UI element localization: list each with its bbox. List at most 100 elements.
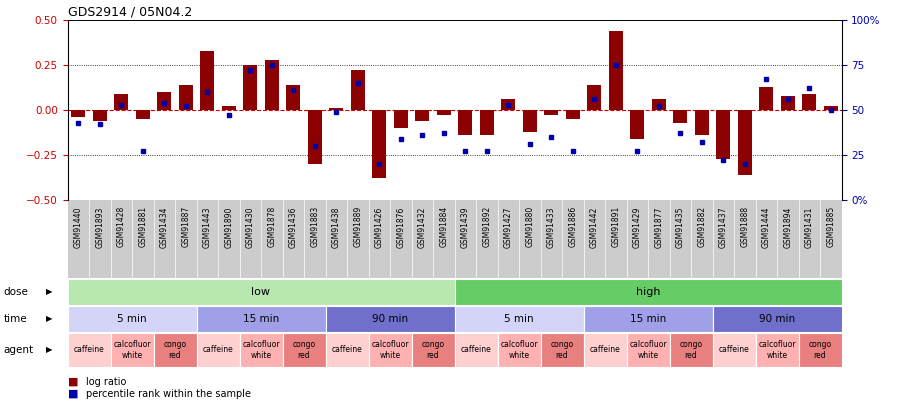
Text: GDS2914 / 05N04.2: GDS2914 / 05N04.2 — [68, 6, 192, 19]
Text: GSM91428: GSM91428 — [117, 206, 126, 247]
Bar — [154, 333, 196, 367]
Text: congo
red: congo red — [164, 340, 186, 360]
Text: 90 min: 90 min — [759, 314, 795, 324]
Bar — [68, 306, 196, 332]
Text: caffeine: caffeine — [74, 345, 104, 354]
Bar — [630, 110, 644, 139]
Text: calcofluor
white: calcofluor white — [500, 340, 538, 360]
Text: GSM91427: GSM91427 — [504, 206, 513, 247]
Bar — [68, 279, 454, 305]
Text: ■: ■ — [68, 377, 78, 387]
Bar — [824, 107, 838, 110]
Text: GSM91438: GSM91438 — [332, 206, 341, 247]
Text: GSM91894: GSM91894 — [783, 206, 792, 247]
Text: GSM91426: GSM91426 — [374, 206, 383, 247]
Text: congo
red: congo red — [808, 340, 832, 360]
Bar — [114, 94, 128, 110]
Text: GSM91431: GSM91431 — [805, 206, 814, 247]
Bar — [608, 31, 623, 110]
Bar — [68, 333, 111, 367]
Bar — [411, 333, 454, 367]
Bar — [308, 110, 321, 164]
Text: GSM91881: GSM91881 — [139, 206, 148, 247]
Bar — [566, 110, 580, 119]
Bar — [136, 110, 149, 119]
Bar — [458, 110, 473, 135]
Text: GSM91877: GSM91877 — [654, 206, 663, 247]
Text: congo
red: congo red — [680, 340, 703, 360]
Text: dose: dose — [4, 287, 29, 297]
Bar — [221, 107, 236, 110]
Text: ■: ■ — [68, 389, 78, 399]
Text: 5 min: 5 min — [117, 314, 147, 324]
Text: caffeine: caffeine — [461, 345, 491, 354]
Bar — [781, 96, 795, 110]
Text: GSM91882: GSM91882 — [698, 206, 706, 247]
Text: caffeine: caffeine — [590, 345, 620, 354]
Bar — [480, 110, 494, 135]
Text: GSM91887: GSM91887 — [181, 206, 190, 247]
Bar — [588, 85, 601, 110]
Bar — [179, 85, 193, 110]
Text: ▶: ▶ — [46, 345, 53, 354]
Bar — [265, 60, 279, 110]
Text: calcofluor
white: calcofluor white — [629, 340, 667, 360]
Text: GSM91883: GSM91883 — [310, 206, 320, 247]
Bar — [670, 333, 713, 367]
Text: GSM91892: GSM91892 — [482, 206, 491, 247]
Bar — [523, 110, 536, 132]
Bar — [368, 333, 411, 367]
Text: calcofluor
white: calcofluor white — [242, 340, 280, 360]
Bar — [326, 306, 454, 332]
Bar — [738, 110, 752, 175]
Bar — [239, 333, 283, 367]
Bar — [716, 110, 730, 159]
Text: GSM91440: GSM91440 — [74, 206, 83, 248]
Bar — [351, 70, 364, 110]
Bar — [158, 92, 171, 110]
Text: GSM91891: GSM91891 — [611, 206, 620, 247]
Bar — [454, 306, 583, 332]
Text: GSM91433: GSM91433 — [547, 206, 556, 248]
Bar — [436, 110, 451, 115]
Bar — [498, 333, 541, 367]
Bar — [394, 110, 408, 128]
Text: GSM91880: GSM91880 — [526, 206, 535, 247]
Text: caffeine: caffeine — [718, 345, 750, 354]
Bar — [326, 333, 368, 367]
Bar — [713, 306, 842, 332]
Bar — [196, 306, 326, 332]
Bar — [454, 279, 842, 305]
Bar — [373, 110, 386, 178]
Bar — [798, 333, 842, 367]
Text: calcofluor
white: calcofluor white — [371, 340, 409, 360]
Text: GSM91439: GSM91439 — [461, 206, 470, 248]
Bar — [93, 110, 107, 121]
Text: high: high — [635, 287, 661, 297]
Text: ▶: ▶ — [46, 288, 53, 296]
Text: GSM91890: GSM91890 — [224, 206, 233, 247]
Text: log ratio: log ratio — [86, 377, 126, 387]
Text: 5 min: 5 min — [504, 314, 534, 324]
Text: GSM91430: GSM91430 — [246, 206, 255, 248]
Text: 15 min: 15 min — [630, 314, 666, 324]
Bar — [755, 333, 798, 367]
Text: congo
red: congo red — [551, 340, 573, 360]
Text: ▶: ▶ — [46, 315, 53, 324]
Text: GSM91444: GSM91444 — [761, 206, 770, 248]
Text: caffeine: caffeine — [202, 345, 233, 354]
Bar — [71, 110, 86, 117]
Bar — [286, 85, 301, 110]
Text: GSM91434: GSM91434 — [160, 206, 169, 248]
Bar — [583, 306, 713, 332]
Bar — [196, 333, 239, 367]
Text: 15 min: 15 min — [243, 314, 279, 324]
Text: GSM91885: GSM91885 — [826, 206, 835, 247]
Bar — [652, 99, 666, 110]
Text: GSM91442: GSM91442 — [590, 206, 598, 247]
Bar — [454, 333, 498, 367]
Text: GSM91437: GSM91437 — [719, 206, 728, 248]
Bar — [111, 333, 154, 367]
Bar — [713, 333, 755, 367]
Text: GSM91432: GSM91432 — [418, 206, 427, 247]
